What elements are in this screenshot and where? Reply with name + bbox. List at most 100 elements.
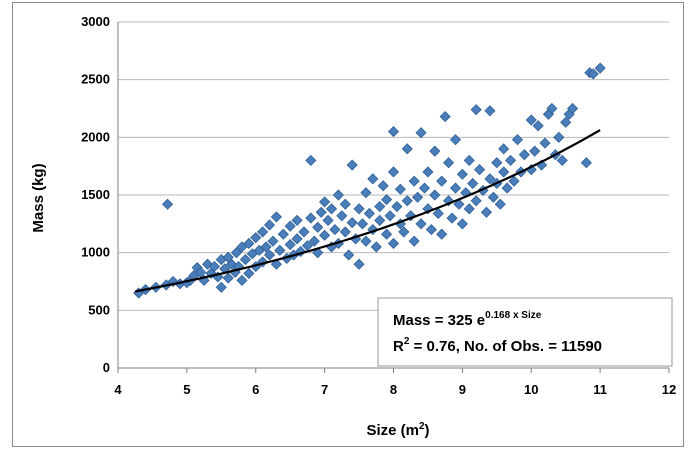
data-point-58: [312, 247, 324, 259]
data-point-145: [518, 149, 530, 161]
data-point-43: [274, 244, 286, 256]
data-point-110: [429, 145, 441, 157]
data-point-118: [449, 182, 462, 194]
data-point-119: [449, 134, 462, 146]
data-point-72: [346, 217, 358, 229]
data-point-141: [505, 154, 517, 166]
data-point-15: [208, 260, 220, 273]
data-point-159: [567, 102, 579, 115]
data-point-125: [463, 203, 475, 215]
data-point-104: [415, 127, 427, 139]
data-point-68: [336, 210, 348, 222]
data-point-102: [412, 191, 424, 203]
data-point-91: [387, 237, 400, 250]
data-point-140: [501, 182, 513, 194]
data-point-100: [408, 175, 420, 187]
data-point-49: [291, 233, 303, 245]
data-point-109: [429, 189, 441, 201]
data-point-37: [260, 241, 272, 253]
data-point-96: [398, 226, 410, 238]
data-point-70: [339, 198, 351, 210]
data-point-103: [415, 218, 427, 230]
chart-frame: 0 500 1000 1500 2000 2500 3000 4 5 6 7 8 9 10 11 12 Ma…: [12, 2, 684, 447]
data-point-84: [374, 200, 386, 213]
data-point-47: [284, 220, 296, 232]
data-point-29: [243, 267, 255, 279]
data-point-126: [467, 177, 479, 190]
data-point-121: [456, 168, 468, 180]
data-point-44: [277, 228, 289, 240]
data-point-107: [422, 166, 434, 178]
data-point-132: [484, 173, 496, 185]
data-point-60: [319, 229, 331, 241]
data-point-143: [511, 134, 524, 146]
data-point-160: [580, 157, 592, 169]
data-point-101: [408, 235, 420, 247]
data-point-80: [363, 207, 375, 220]
data-point-59: [315, 206, 327, 218]
data-point-138: [498, 166, 510, 178]
x-tick-4: 4: [114, 382, 122, 397]
data-point-17: [215, 281, 227, 293]
data-point-137: [494, 198, 506, 210]
y-tick-2000: 2000: [81, 129, 110, 144]
data-point-155: [553, 131, 565, 143]
data-point-163: [594, 62, 606, 74]
data-point-50: [291, 214, 303, 226]
data-point-156: [556, 154, 568, 166]
y-tick-3000: 3000: [81, 14, 110, 29]
data-point-52: [298, 226, 310, 238]
data-point-24: [230, 247, 243, 259]
y-tick-500: 500: [88, 302, 110, 317]
data-point-62: [322, 214, 334, 226]
data-point-106: [422, 203, 434, 215]
data-point-135: [491, 157, 503, 169]
data-point-78: [360, 187, 372, 199]
data-point-151: [539, 137, 551, 149]
x-tick-11: 11: [593, 382, 607, 397]
data-point-108: [425, 224, 437, 236]
data-point-22: [226, 258, 238, 270]
data-point-128: [470, 195, 482, 207]
data-point-89: [384, 210, 396, 222]
data-point-4: [162, 198, 174, 210]
data-point-26: [236, 274, 248, 286]
scatter-chart: 0 500 1000 1500 2000 2500 3000 4 5 6 7 8 9 10 11 12 Ma…: [30, 14, 676, 439]
data-point-82: [367, 173, 379, 185]
data-point-71: [343, 249, 355, 261]
data-point-13: [201, 258, 214, 270]
x-tick-labels: 4 5 6 7 8 9 10 11 12: [114, 382, 676, 397]
data-point-124: [463, 154, 475, 166]
data-point-35: [257, 256, 269, 268]
data-point-153: [546, 102, 558, 115]
data-point-131: [480, 206, 493, 218]
data-point-129: [474, 164, 486, 176]
data-point-98: [401, 143, 413, 155]
data-point-90: [387, 166, 400, 178]
data-point-76: [353, 258, 365, 270]
data-point-149: [532, 120, 544, 132]
data-point-113: [436, 228, 448, 240]
data-point-127: [470, 104, 482, 116]
data-point-112: [436, 175, 448, 187]
y-axis-label: Mass (kg): [30, 163, 47, 232]
data-point-30: [243, 237, 255, 250]
y-tick-1500: 1500: [81, 187, 110, 202]
x-tick-9: 9: [459, 382, 466, 397]
data-point-133: [484, 105, 496, 117]
x-tick-10: 10: [524, 382, 538, 397]
data-point-54: [305, 154, 317, 166]
x-tick-5: 5: [183, 382, 190, 397]
data-point-64: [325, 203, 338, 215]
x-tick-6: 6: [252, 382, 259, 397]
data-point-25: [232, 260, 245, 273]
data-point-56: [308, 235, 320, 247]
data-point-75: [353, 203, 365, 215]
data-points: [133, 62, 606, 299]
data-point-73: [346, 159, 358, 171]
data-point-134: [487, 191, 499, 203]
data-point-120: [453, 198, 465, 210]
equation-line: Mass = 325 e0.168 x Size: [393, 310, 542, 329]
x-tick-12: 12: [662, 382, 676, 397]
data-point-116: [443, 157, 455, 169]
